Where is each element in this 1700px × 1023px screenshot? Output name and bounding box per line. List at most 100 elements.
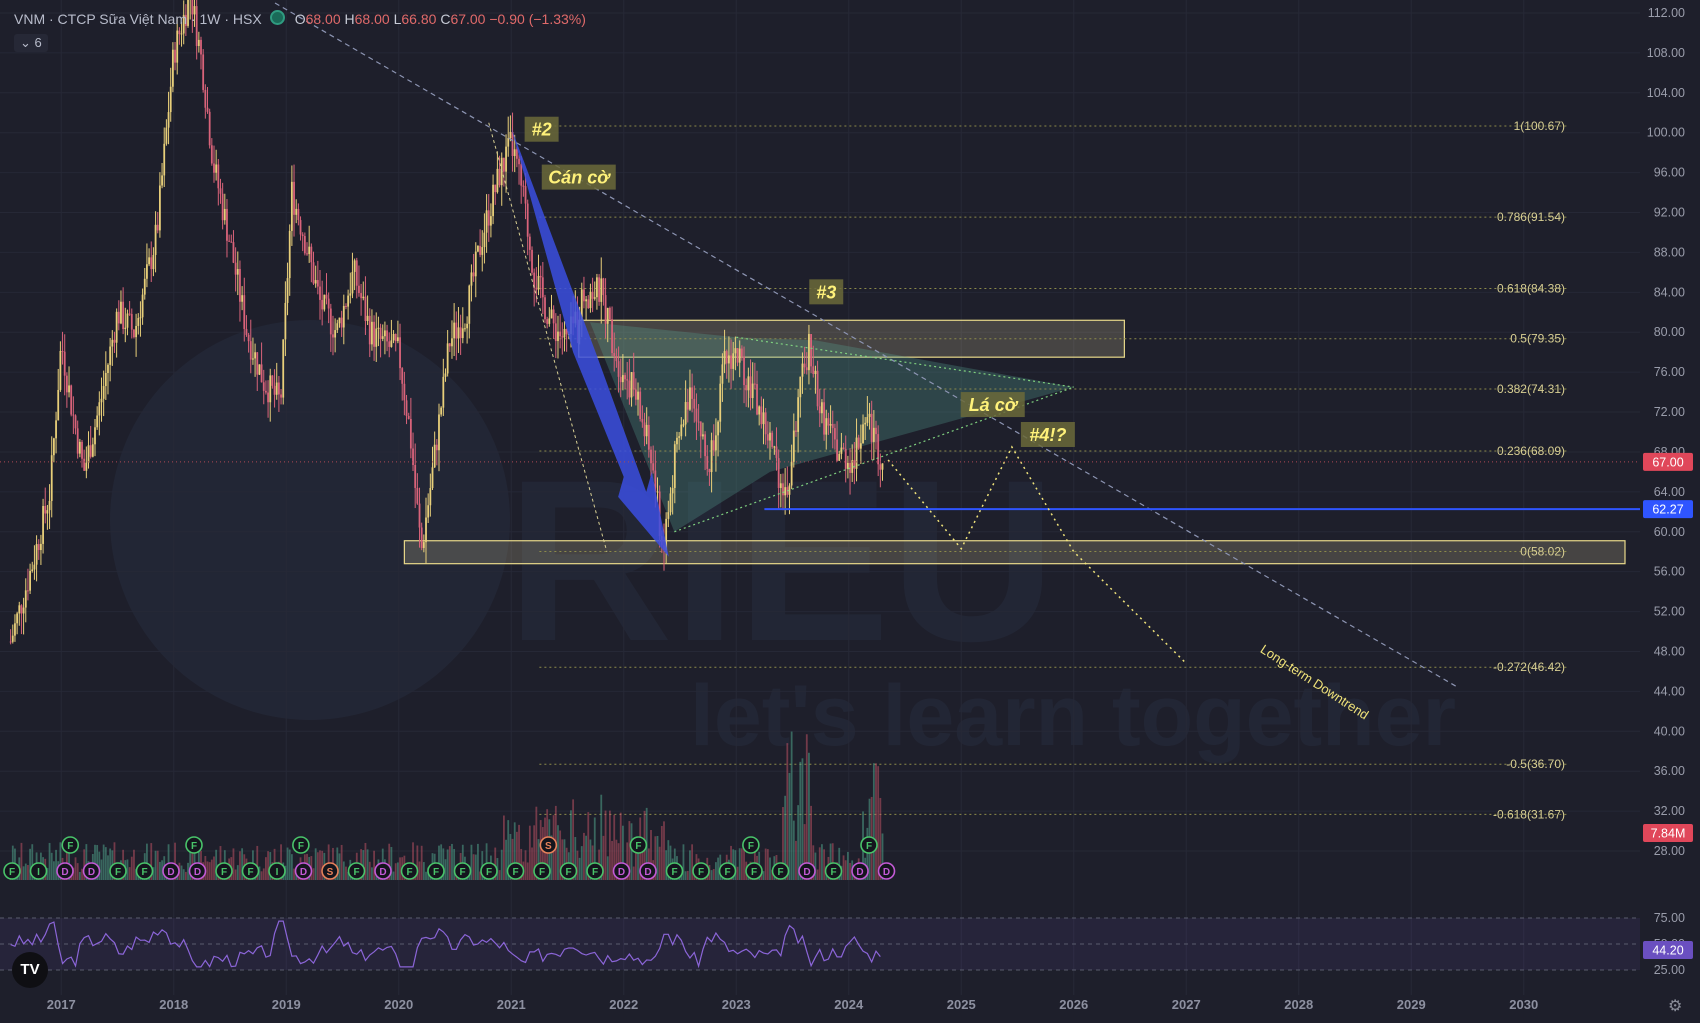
- y-tick-label: 88.00: [1654, 245, 1685, 259]
- event-marker-circle: [798, 862, 816, 880]
- volume-bar: [509, 833, 512, 880]
- candle-body: [236, 269, 239, 275]
- volume-bar: [572, 799, 575, 880]
- candle-body: [723, 351, 726, 365]
- candle-body: [133, 329, 135, 338]
- volume-bar: [371, 867, 373, 880]
- candle-body: [875, 427, 877, 435]
- volume-bar: [535, 806, 538, 880]
- candle-body: [169, 86, 172, 113]
- candle-body: [805, 367, 808, 371]
- volume-bar: [290, 854, 293, 880]
- event-marker-top-letter: S: [545, 841, 552, 852]
- volume-bar: [109, 848, 112, 880]
- volume-bar: [667, 840, 670, 880]
- volume-bar: [113, 842, 116, 880]
- event-marker-letter: D: [618, 867, 625, 878]
- event-marker-letter: S: [327, 867, 334, 878]
- candle-body: [827, 418, 830, 426]
- candle-body: [615, 356, 618, 362]
- event-marker-top-circle: [860, 836, 878, 854]
- volume-bar: [795, 840, 797, 880]
- candle-body: [721, 364, 724, 384]
- candle-body: [515, 149, 518, 159]
- volume-bar: [872, 763, 875, 880]
- candle-body: [83, 458, 86, 471]
- volume-bar: [444, 859, 447, 880]
- volume-bar: [689, 850, 691, 880]
- candle-body: [355, 260, 358, 286]
- volume-bar: [396, 862, 399, 880]
- tradingview-logo-icon[interactable]: TV: [12, 952, 48, 988]
- candle-body: [156, 224, 159, 231]
- candle-body: [46, 510, 49, 514]
- event-marker-letter: D: [803, 867, 810, 878]
- volume-bar: [799, 761, 802, 880]
- event-marker-letter: F: [433, 867, 439, 878]
- volume-bar: [518, 824, 520, 880]
- candle-body: [427, 505, 430, 518]
- volume-bar: [654, 836, 657, 880]
- candle-body: [669, 493, 672, 513]
- candle-body: [373, 321, 375, 347]
- candle-body: [104, 373, 107, 387]
- volume-bar: [604, 810, 607, 880]
- indicator-toggle[interactable]: ⌄ 6: [14, 34, 48, 52]
- candle-body: [18, 605, 21, 614]
- candle-body: [20, 605, 23, 614]
- candle-body: [440, 407, 443, 415]
- candle-body: [353, 260, 356, 272]
- rsi-line: [10, 920, 881, 969]
- candle-body: [498, 168, 501, 186]
- candle-body: [779, 483, 782, 488]
- volume-bar: [762, 871, 765, 880]
- candle-body: [407, 415, 410, 419]
- candle-body: [797, 397, 800, 432]
- event-marker-letter: D: [61, 867, 68, 878]
- volume-bar: [362, 850, 365, 880]
- gear-icon[interactable]: ⚙: [1668, 998, 1683, 1015]
- event-marker-circle: [692, 862, 710, 880]
- event-marker-letter: D: [167, 867, 174, 878]
- volume-bar: [684, 871, 687, 880]
- candle-body: [492, 184, 494, 217]
- fib-label: -0.618(31.67): [1493, 807, 1565, 821]
- volume-bar: [511, 838, 514, 880]
- volume-bar: [412, 842, 414, 880]
- close-value: 67.00: [450, 11, 486, 27]
- candle-body: [150, 257, 153, 270]
- volume-bar: [182, 869, 185, 880]
- fib-label: 0.382(74.31): [1497, 382, 1565, 396]
- volume-bar: [821, 844, 823, 880]
- volume-bar: [425, 871, 427, 880]
- event-marker-circle: [665, 862, 684, 880]
- candle-body: [336, 323, 339, 331]
- event-marker-letter: F: [406, 867, 412, 878]
- candle-body: [702, 434, 704, 437]
- candle-body: [435, 444, 438, 451]
- candle-body: [602, 278, 605, 296]
- candle-body: [864, 422, 867, 425]
- candle-body: [252, 358, 254, 360]
- candle-body: [91, 444, 94, 457]
- candle-body: [654, 470, 657, 493]
- candle-body: [691, 387, 694, 399]
- candle-body: [96, 415, 99, 428]
- candle-body: [461, 328, 464, 339]
- volume-bar: [312, 868, 315, 880]
- volume-bar: [420, 845, 423, 880]
- volume-bar: [712, 869, 715, 880]
- candle-body: [609, 307, 611, 320]
- candle-body: [277, 382, 280, 395]
- volume-bar: [658, 846, 661, 880]
- candle-body: [689, 387, 691, 410]
- event-marker-letter: D: [194, 867, 201, 878]
- candle-body: [159, 185, 161, 231]
- symbol-header[interactable]: VNM · CTCP Sữa Việt Nam · 1W · HSX O68.00…: [14, 10, 586, 27]
- x-tick-label: 2022: [609, 997, 638, 1012]
- volume-bar: [764, 848, 767, 880]
- candle-body: [859, 443, 862, 449]
- volume-bar: [258, 866, 261, 880]
- candle-body: [825, 418, 828, 435]
